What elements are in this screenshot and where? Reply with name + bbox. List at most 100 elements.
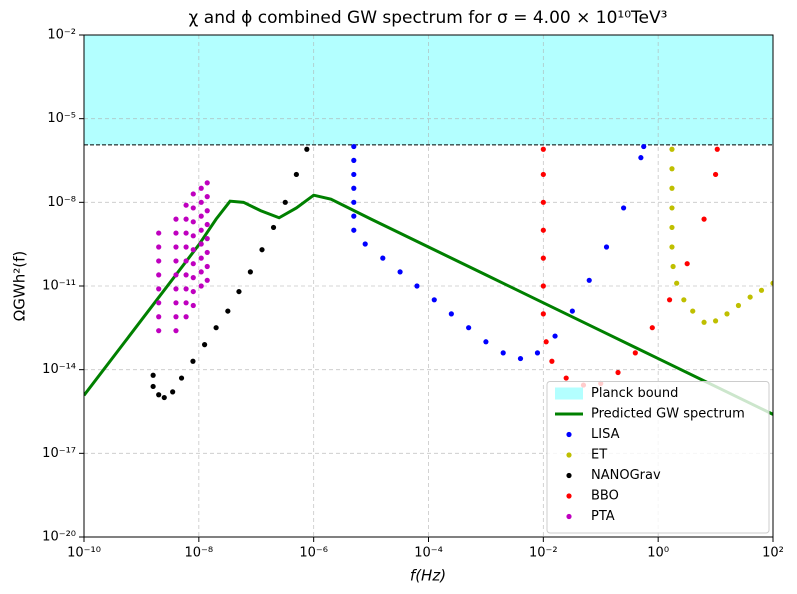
scatter-point [649,325,655,331]
scatter-point [543,339,549,345]
scatter-point [540,227,546,233]
scatter-point [735,302,742,309]
scatter-point [190,205,196,211]
legend-label: ET [591,448,607,463]
scatter-point [198,283,204,289]
scatter-point [190,358,196,364]
scatter-point [204,249,210,256]
scatter-point [641,143,647,150]
scatter-point [540,146,546,152]
scatter-point [669,244,675,250]
legend-swatch [566,431,572,438]
scatter-point [198,241,204,247]
legend-swatch [555,387,583,400]
scatter-point [380,255,386,261]
scatter-point [351,185,357,191]
scatter-point [669,205,675,211]
scatter-point [198,185,204,191]
scatter-point [183,286,189,292]
legend-label: LISA [591,427,620,442]
scatter-point [190,233,196,239]
y-tick-label: 10⁻¹¹ [42,279,76,294]
scatter-point [204,221,210,228]
scatter-point [190,261,196,267]
scatter-point [213,325,219,331]
scatter-point [397,269,403,275]
scatter-point [282,199,288,205]
scatter-point [156,244,162,250]
scatter-point [190,275,196,281]
scatter-point [173,258,179,264]
scatter-point [173,272,179,278]
scatter-point [198,199,204,205]
y-tick-label: 10⁻⁵ [47,111,76,126]
scatter-point [431,297,437,303]
scatter-point [620,205,627,211]
scatter-point [173,328,179,334]
legend-label: NANOGrav [591,468,661,483]
legend-swatch [566,493,572,499]
scatter-point [198,255,204,261]
scatter-point [173,230,179,236]
scatter-point [178,375,185,381]
scatter-point [351,213,357,219]
scatter-point [670,263,676,270]
scatter-point [204,180,210,186]
scatter-point [466,325,472,331]
scatter-point [190,302,196,309]
scatter-point [563,375,569,381]
scatter-point [190,247,196,253]
scatter-point [190,191,196,197]
scatter-point [204,194,210,200]
x-tick-label: 10⁻¹⁰ [67,546,101,561]
y-axis-label: ΩGWh²(f) [11,251,29,321]
scatter-point [712,171,719,178]
y-tick-label: 10⁻¹⁷ [42,446,76,461]
scatter-point [161,394,167,401]
scatter-point [701,216,707,222]
scatter-point [183,272,189,278]
scatter-point [173,286,179,292]
scatter-point [414,283,420,289]
scatter-point [150,383,156,390]
scatter-point [540,283,546,289]
scatter-point [198,227,204,233]
scatter-point [183,202,189,208]
legend-label: BBO [591,489,619,504]
scatter-point [770,280,773,286]
x-tick-label: 10² [762,546,784,561]
x-axis-label: f(Hz) [410,567,446,585]
scatter-point [714,146,720,152]
scatter-point [684,261,690,267]
scatter-point [156,258,162,264]
legend-swatch [566,472,572,479]
scatter-point [156,300,162,306]
scatter-point [669,185,675,191]
scatter-point [183,258,189,264]
scatter-point [351,157,357,163]
y-tick-label: 10⁻² [47,28,76,43]
scatter-point [204,208,210,214]
scatter-point [156,392,162,398]
scatter-point [632,350,638,356]
scatter-point [201,342,208,348]
scatter-point [204,236,210,242]
scatter-point [351,227,357,233]
scatter-point [304,146,310,152]
scatter-point [170,389,176,395]
x-tick-label: 10⁻⁸ [185,546,214,561]
legend-swatch [566,452,572,458]
scatter-point [690,308,696,314]
scatter-point [156,286,162,292]
scatter-point [247,269,253,275]
scatter-point [351,143,357,150]
scatter-point [225,308,231,314]
scatter-point [540,311,546,317]
scatter-point [586,277,592,283]
legend-swatch [566,513,572,520]
scatter-point [173,244,179,250]
scatter-point [669,146,675,152]
legend-label: Planck bound [591,386,678,401]
scatter-point [173,216,179,222]
scatter-point [540,171,546,178]
